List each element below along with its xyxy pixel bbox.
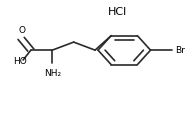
- Text: HO: HO: [13, 57, 27, 66]
- Text: O: O: [19, 26, 26, 35]
- Text: HCl: HCl: [108, 7, 127, 17]
- Text: NH₂: NH₂: [44, 69, 61, 78]
- Text: Br: Br: [175, 46, 185, 55]
